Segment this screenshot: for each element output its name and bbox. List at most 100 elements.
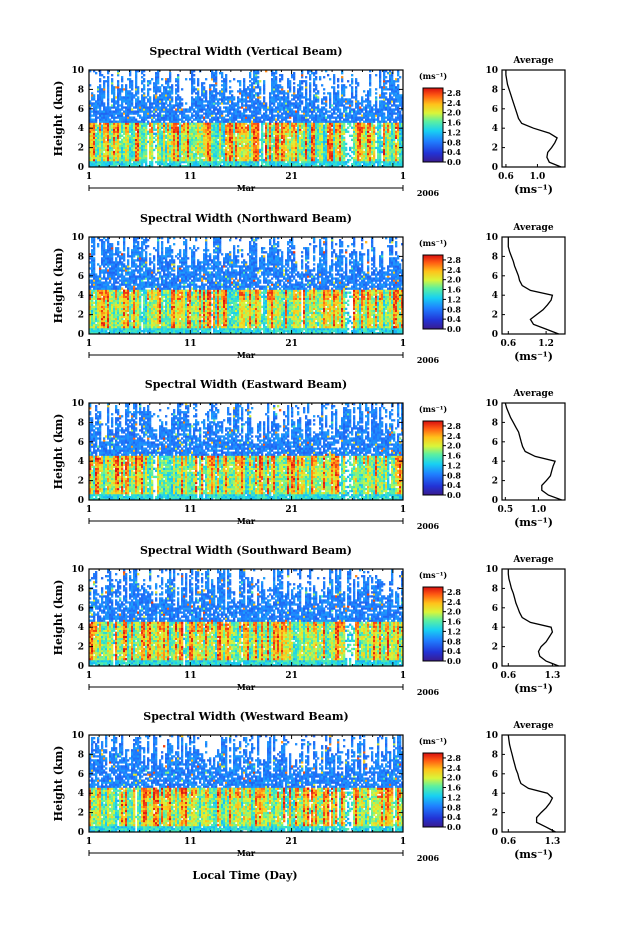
colorbar [423, 88, 443, 162]
profile-y-tick-label: 0 [492, 828, 498, 838]
profile-y-tick-label: 2 [492, 144, 498, 154]
profile-y-tick-label: 10 [485, 565, 498, 575]
profile-frame [502, 70, 565, 167]
x-tick-label: 1 [400, 837, 406, 847]
colorbar-tick-label: 2.0 [447, 441, 461, 451]
y-axis-label: Height (km) [52, 81, 65, 157]
colorbar-tick-label: 0.8 [447, 304, 461, 314]
colorbar-tick-label: 1.2 [447, 127, 461, 137]
profile-line [505, 403, 561, 500]
colorbar-unit: (ms⁻¹) [419, 570, 447, 580]
y-tick-label: 0 [78, 828, 84, 838]
colorbar-tick-label: 1.2 [447, 460, 461, 470]
profile-y-tick-label: 2 [492, 311, 498, 321]
profile-line [508, 735, 555, 832]
y-tick-label: 8 [78, 584, 84, 594]
profile-y-tick-label: 4 [492, 623, 498, 633]
y-tick-label: 6 [78, 438, 84, 448]
profile-x-tick-label: 0.6 [500, 671, 516, 681]
profile-x-tick-label: 0.5 [497, 505, 513, 515]
colorbar-tick-label: 0.8 [447, 802, 461, 812]
colorbar-tick-label: 2.8 [447, 88, 461, 98]
x-tick-label: 21 [285, 172, 298, 182]
profile-y-tick-label: 6 [492, 770, 498, 780]
y-tick-label: 0 [78, 662, 84, 672]
y-tick-label: 8 [78, 418, 84, 428]
year-label: 2006 [417, 687, 440, 697]
colorbar-tick-label: 1.6 [447, 617, 461, 627]
month-label: Mar [237, 350, 256, 360]
colorbar-tick-label: 1.6 [447, 285, 461, 295]
profile-y-tick-label: 8 [492, 252, 498, 262]
profile-y-tick-label: 4 [492, 457, 498, 467]
y-tick-label: 10 [71, 233, 84, 243]
y-tick-label: 2 [78, 144, 84, 154]
colorbar-tick-label: 1.6 [447, 118, 461, 128]
heatmap-cells [89, 569, 403, 666]
profile-x-label: (ms⁻¹) [514, 848, 553, 861]
profile-title: Average [512, 555, 553, 565]
colorbar-tick-label: 0.4 [447, 646, 461, 656]
colorbar-tick-label: 2.4 [447, 431, 461, 441]
colorbar-tick-label: 0.0 [447, 656, 461, 666]
profile-y-tick-label: 6 [492, 105, 498, 115]
y-tick-label: 6 [78, 105, 84, 115]
y-tick-label: 0 [78, 163, 84, 173]
profile-x-label: (ms⁻¹) [514, 183, 553, 196]
colorbar-tick-label: 2.8 [447, 255, 461, 265]
colorbar-tick-label: 2.0 [447, 773, 461, 783]
panel-title: Spectral Width (Eastward Beam) [145, 378, 347, 391]
panel-title: Spectral Width (Vertical Beam) [149, 45, 342, 58]
profile-x-tick-label: 1.0 [530, 172, 546, 182]
profile-y-tick-label: 8 [492, 418, 498, 428]
colorbar-tick-label: 0.0 [447, 157, 461, 167]
profile-line [508, 237, 558, 334]
x-axis-label: Local Time (Day) [192, 869, 297, 882]
x-tick-label: 21 [285, 339, 298, 349]
y-tick-label: 0 [78, 496, 84, 506]
x-tick-label: 11 [184, 339, 197, 349]
profile-x-label: (ms⁻¹) [514, 516, 553, 529]
x-tick-label: 21 [285, 505, 298, 515]
profile-y-tick-label: 0 [492, 163, 498, 173]
colorbar-tick-label: 0.8 [447, 137, 461, 147]
profile-x-tick-label: 1.3 [545, 837, 561, 847]
profile-y-tick-label: 10 [485, 233, 498, 243]
colorbar-unit: (ms⁻¹) [419, 238, 447, 248]
year-label: 2006 [417, 355, 440, 365]
colorbar-tick-label: 2.4 [447, 265, 461, 275]
y-tick-label: 0 [78, 330, 84, 340]
y-tick-label: 2 [78, 311, 84, 321]
profile-x-tick-label: 0.6 [500, 837, 516, 847]
profile-y-tick-label: 10 [485, 399, 498, 409]
x-tick-label: 21 [285, 671, 298, 681]
colorbar [423, 255, 443, 329]
colorbar-tick-label: 1.6 [447, 451, 461, 461]
x-tick-label: 21 [285, 837, 298, 847]
x-tick-label: 11 [184, 505, 197, 515]
colorbar-tick-label: 2.0 [447, 607, 461, 617]
colorbar-tick-label: 2.0 [447, 108, 461, 118]
profile-y-tick-label: 6 [492, 438, 498, 448]
x-tick-label: 1 [86, 671, 92, 681]
y-tick-label: 6 [78, 770, 84, 780]
profile-frame [502, 569, 565, 666]
profile-y-tick-label: 4 [492, 789, 498, 799]
profile-y-tick-label: 8 [492, 584, 498, 594]
x-tick-label: 1 [86, 837, 92, 847]
colorbar [423, 587, 443, 661]
y-tick-label: 4 [78, 789, 84, 799]
profile-y-tick-label: 2 [492, 809, 498, 819]
y-tick-label: 2 [78, 809, 84, 819]
y-tick-label: 6 [78, 272, 84, 282]
heatmap-cells [89, 403, 403, 500]
colorbar-tick-label: 2.8 [447, 587, 461, 597]
colorbar-tick-label: 2.4 [447, 597, 461, 607]
y-axis-label: Height (km) [52, 248, 65, 324]
profile-title: Average [512, 721, 553, 731]
profile-y-tick-label: 4 [492, 124, 498, 134]
colorbar-tick-label: 0.4 [447, 812, 461, 822]
